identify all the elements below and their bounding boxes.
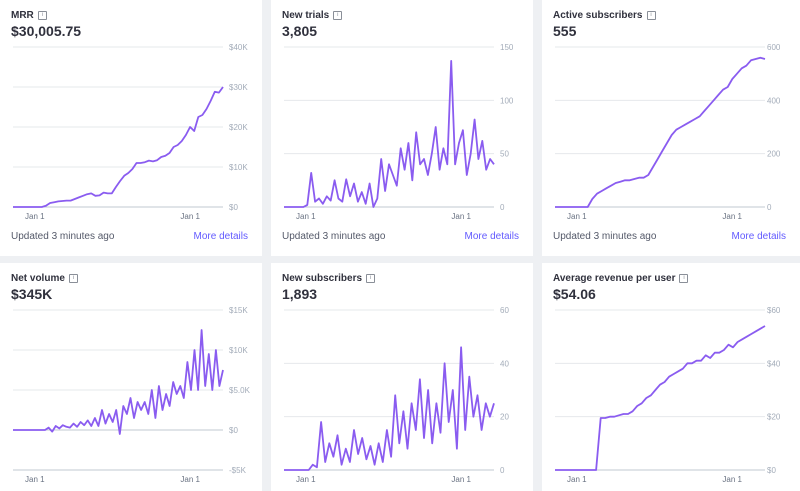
y-tick-label: 40	[500, 359, 509, 368]
y-tick-label: $15K	[229, 306, 248, 315]
line-chart: $40K $30K $20K $10K $0 Jan 1 Jan 1	[13, 43, 248, 221]
y-tick-label: 200	[767, 150, 781, 159]
y-tick-label: 400	[767, 96, 781, 105]
more-details-link[interactable]: More details	[464, 231, 519, 242]
series-line	[284, 60, 495, 208]
y-tick-label: $20K	[229, 123, 248, 132]
y-tick-label: 0	[500, 203, 505, 212]
y-tick-label: $0	[229, 203, 238, 212]
x-tick-label: Jan 1	[451, 212, 471, 221]
card-title: New subscribers i	[282, 273, 376, 284]
metric-value: $345K	[11, 286, 53, 302]
y-tick-label: $40K	[229, 43, 248, 52]
y-tick-label: 150	[500, 43, 514, 52]
more-details-link[interactable]: More details	[731, 231, 786, 242]
y-tick-label: $20	[767, 413, 781, 422]
x-tick-label: Jan 1	[180, 475, 200, 484]
metric-value: $30,005.75	[11, 23, 82, 39]
y-tick-label: 50	[500, 150, 509, 159]
series-line	[555, 56, 766, 208]
metric-card[interactable]: $60 $40 $20 $0 Jan 1 Jan 1 Average revenue per…	[542, 263, 800, 491]
y-tick-label: $0	[767, 466, 776, 475]
x-tick-label: Jan 1	[451, 475, 471, 484]
info-icon[interactable]: i	[679, 274, 689, 283]
info-icon[interactable]: i	[68, 274, 78, 283]
x-tick-label: Jan 1	[25, 475, 45, 484]
series-line	[555, 325, 766, 471]
y-tick-label: 20	[500, 413, 509, 422]
x-tick-label: Jan 1	[180, 212, 200, 221]
y-tick-label: 0	[767, 203, 772, 212]
y-tick-label: $5.0K	[229, 386, 251, 395]
card-title: New trials i	[282, 10, 343, 21]
metric-card[interactable]: 600 400 200 0 Jan 1 Jan 1 Active subscribers i …	[542, 0, 800, 256]
line-chart: $15K $10K $5.0K $0 -$5K Jan 1 Jan 1	[13, 306, 251, 484]
series-line	[13, 86, 224, 208]
metric-card[interactable]: 60 40 20 0 Jan 1 Jan 1 New subscribers i 1,893	[271, 263, 533, 491]
more-details-link[interactable]: More details	[193, 231, 248, 242]
info-icon[interactable]: i	[366, 274, 376, 283]
x-tick-label: Jan 1	[567, 212, 587, 221]
updated-text: Updated 3 minutes ago	[11, 231, 115, 242]
series-line	[284, 346, 495, 471]
y-tick-label: 0	[500, 466, 505, 475]
updated-text: Updated 3 minutes ago	[553, 231, 657, 242]
y-tick-label: $30K	[229, 83, 248, 92]
y-tick-label: 60	[500, 306, 509, 315]
metric-card[interactable]: $15K $10K $5.0K $0 -$5K Jan 1 Jan 1 Net volume i…	[0, 263, 262, 491]
card-title: Net volume i	[11, 273, 78, 284]
x-tick-label: Jan 1	[296, 475, 316, 484]
line-chart: 600 400 200 0 Jan 1 Jan 1	[555, 43, 781, 221]
metric-value: $54.06	[553, 286, 596, 302]
line-chart: 150 100 50 0 Jan 1 Jan 1	[284, 43, 514, 221]
metric-card[interactable]: 150 100 50 0 Jan 1 Jan 1 New trials i 3,805 Upda…	[271, 0, 533, 256]
x-tick-label: Jan 1	[25, 212, 45, 221]
x-tick-label: Jan 1	[722, 475, 742, 484]
y-tick-label: $40	[767, 359, 781, 368]
info-icon[interactable]: i	[646, 11, 656, 20]
x-tick-label: Jan 1	[722, 212, 742, 221]
metric-card[interactable]: $40K $30K $20K $10K $0 Jan 1 Jan 1 MRR i $30,005…	[0, 0, 262, 256]
y-tick-label: -$5K	[229, 466, 247, 475]
y-tick-label: 100	[500, 96, 514, 105]
metric-value: 555	[553, 23, 577, 39]
metric-value: 3,805	[282, 23, 318, 39]
line-chart: $60 $40 $20 $0 Jan 1 Jan 1	[555, 306, 781, 484]
card-title: Active subscribers i	[553, 10, 656, 21]
x-tick-label: Jan 1	[296, 212, 316, 221]
y-tick-label: $60	[767, 306, 781, 315]
card-title: Average revenue per user i	[553, 273, 689, 284]
y-tick-label: $10K	[229, 346, 248, 355]
card-title: MRR i	[11, 10, 47, 21]
series-line	[13, 329, 224, 435]
x-tick-label: Jan 1	[567, 475, 587, 484]
y-tick-label: $10K	[229, 163, 248, 172]
y-tick-label: 600	[767, 43, 781, 52]
info-icon[interactable]: i	[333, 11, 343, 20]
metric-value: 1,893	[282, 286, 318, 302]
line-chart: 60 40 20 0 Jan 1 Jan 1	[284, 306, 509, 484]
y-tick-label: $0	[229, 426, 238, 435]
info-icon[interactable]: i	[37, 11, 47, 20]
updated-text: Updated 3 minutes ago	[282, 231, 386, 242]
